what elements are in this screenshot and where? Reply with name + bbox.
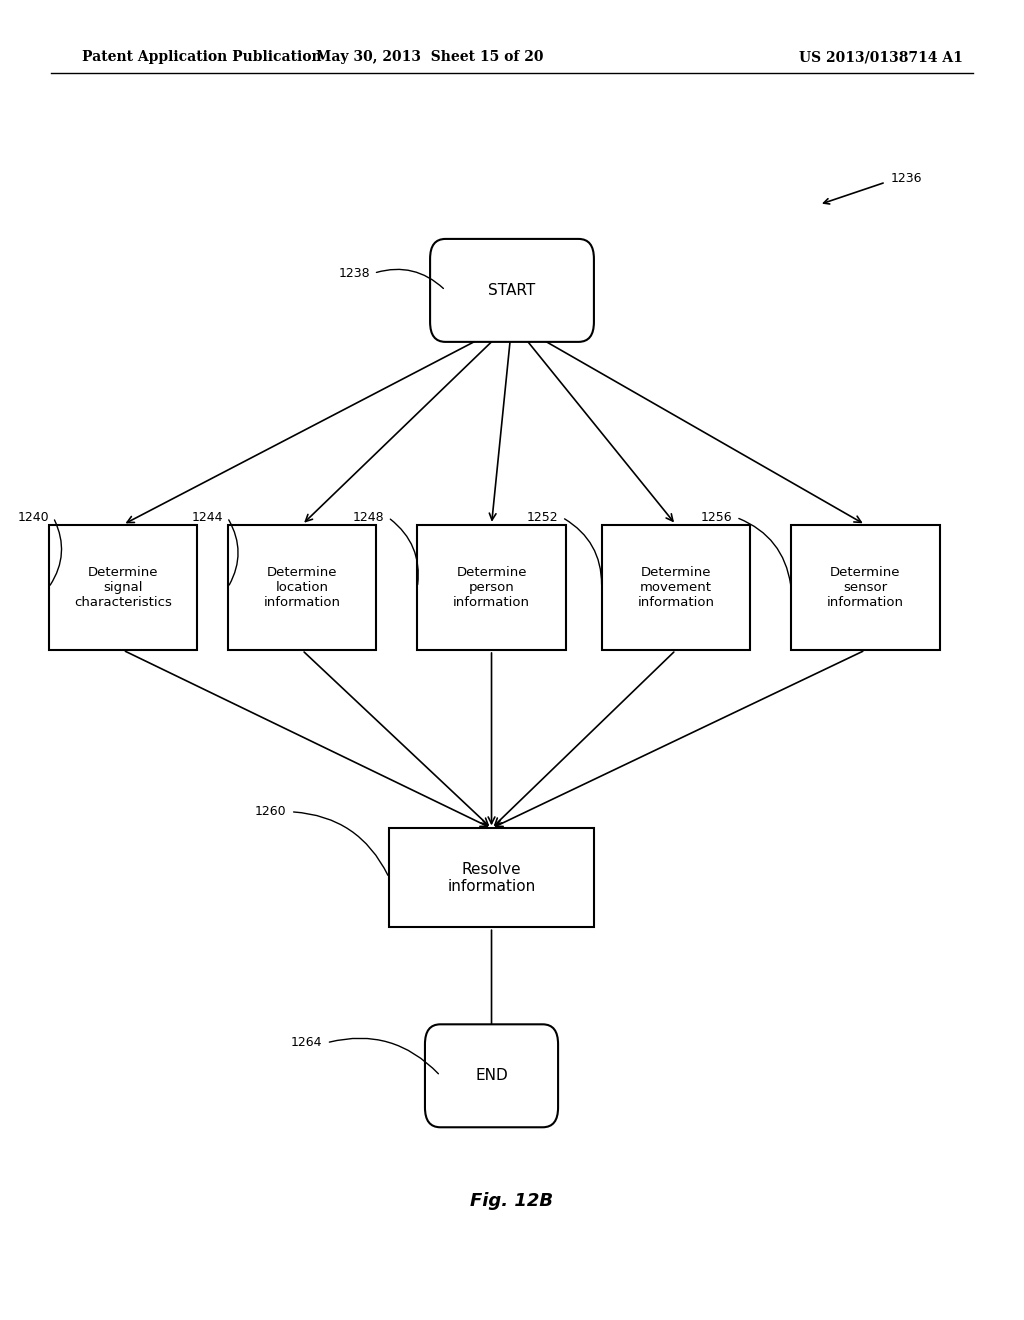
Bar (49, 524, 197, 649)
Text: 1252: 1252 (526, 511, 558, 524)
Text: Determine
signal
characteristics: Determine signal characteristics (74, 566, 172, 609)
Text: Resolve
information: Resolve information (447, 862, 536, 894)
Text: 1248: 1248 (352, 511, 384, 524)
Text: Determine
movement
information: Determine movement information (637, 566, 715, 609)
Bar (418, 524, 565, 649)
Bar (791, 524, 940, 649)
Text: 1238: 1238 (339, 267, 371, 280)
Text: Determine
location
information: Determine location information (263, 566, 341, 609)
Text: 1236: 1236 (891, 172, 923, 185)
Text: 1244: 1244 (191, 511, 223, 524)
Text: Fig. 12B: Fig. 12B (470, 1192, 554, 1210)
Bar (602, 524, 750, 649)
Text: 1264: 1264 (291, 1036, 323, 1049)
Text: Determine
person
information: Determine person information (453, 566, 530, 609)
FancyBboxPatch shape (425, 1024, 558, 1127)
Text: START: START (488, 282, 536, 298)
Text: 1260: 1260 (255, 805, 287, 818)
Text: May 30, 2013  Sheet 15 of 20: May 30, 2013 Sheet 15 of 20 (316, 50, 544, 65)
FancyBboxPatch shape (430, 239, 594, 342)
Text: 1240: 1240 (17, 511, 49, 524)
Text: END: END (475, 1068, 508, 1084)
Text: Patent Application Publication: Patent Application Publication (82, 50, 322, 65)
Text: 1256: 1256 (700, 511, 732, 524)
Bar (389, 829, 594, 927)
Text: Determine
sensor
information: Determine sensor information (826, 566, 904, 609)
Bar (227, 524, 376, 649)
Text: US 2013/0138714 A1: US 2013/0138714 A1 (799, 50, 963, 65)
